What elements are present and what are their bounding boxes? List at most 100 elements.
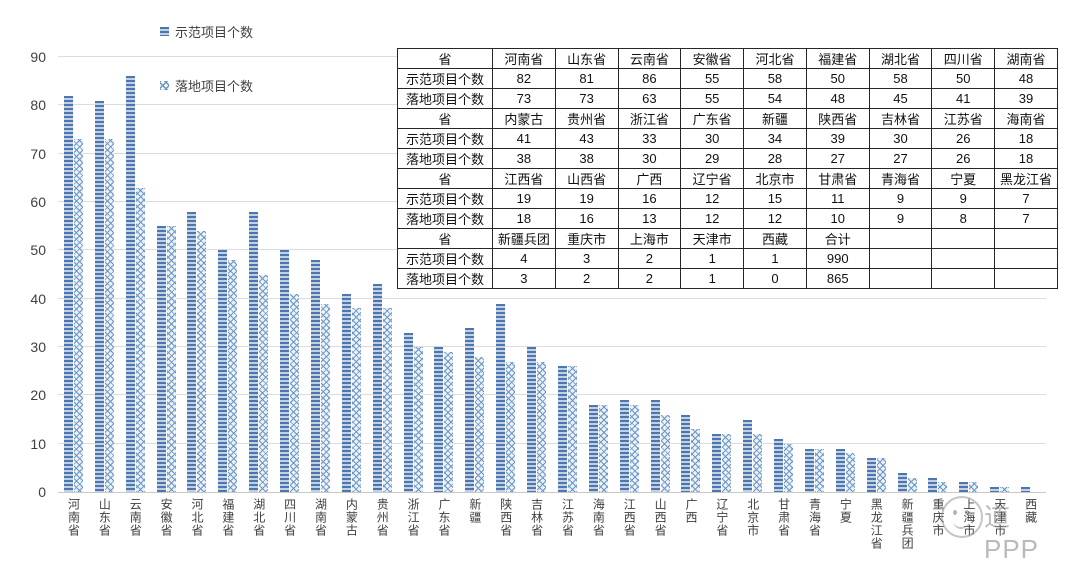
table-cell	[868, 228, 933, 249]
bar-demo-辽宁省	[712, 434, 722, 492]
bar-landed-黑龙江省	[876, 458, 886, 492]
x-tick-label: 江苏省	[560, 498, 575, 537]
table-cell	[868, 268, 933, 289]
x-tick-label: 福建省	[220, 498, 235, 537]
table-cell: 41	[492, 128, 556, 149]
gridline	[58, 297, 1046, 299]
table-cell: 43	[554, 128, 619, 149]
y-tick-label: 90	[30, 49, 46, 65]
y-tick-label: 40	[30, 290, 46, 307]
bar-landed-河南省	[73, 139, 83, 492]
table-cell: 18	[994, 128, 1058, 149]
landed-row: 落地项目个数 73 73 63 55 54 48 45 41 39	[397, 88, 1058, 109]
landed-row: 落地项目个数 38 38 30 29 28 27 27 26 18	[397, 148, 1058, 169]
row-header-cell: 省	[397, 108, 493, 129]
table-cell: 广西	[617, 168, 682, 189]
bar-demo-甘肃省	[774, 438, 784, 492]
table-cell: 内蒙古	[492, 108, 556, 129]
landed-row: 落地项目个数 18 16 13 12 12 10 9 8 7	[397, 208, 1058, 229]
y-tick-label: 30	[30, 339, 46, 355]
row-header-cell: 落地项目个数	[397, 148, 493, 169]
landed-series-marker-icon	[160, 81, 169, 90]
table-cell: 39	[994, 88, 1058, 109]
table-cell	[994, 248, 1058, 269]
province-row: 省河南省 山东省 云南省 安徽省 河北省 福建省 湖北省 四川省 湖南省	[397, 48, 1058, 69]
table-cell: 58	[743, 68, 807, 89]
table-cell: 宁夏	[931, 168, 996, 189]
bar-landed-浙江省	[413, 347, 423, 492]
table-cell: 新疆兵团	[492, 228, 556, 249]
bar-demo-云南省	[125, 76, 135, 492]
table-cell: 50	[805, 68, 870, 89]
bar-demo-福建省	[218, 250, 228, 492]
table-cell: 16	[554, 208, 619, 229]
bar-demo-四川省	[280, 250, 290, 492]
row-header-cell: 示范项目个数	[397, 68, 493, 89]
table-cell: 西藏	[743, 228, 807, 249]
table-cell: 12	[743, 208, 807, 229]
x-tick-label: 贵州省	[375, 498, 390, 537]
table-cell: 26	[931, 128, 996, 149]
y-tick-label: 60	[30, 194, 46, 210]
row-header-cell: 示范项目个数	[397, 188, 493, 209]
bar-landed-贵州省	[382, 308, 392, 492]
row-header-cell: 示范项目个数	[397, 128, 493, 149]
table-cell: 3	[554, 248, 619, 269]
bar-demo-重庆市	[928, 477, 938, 492]
y-tick-label: 50	[30, 242, 46, 259]
x-tick-label: 山东省	[97, 498, 112, 537]
table-cell: 30	[617, 148, 682, 169]
table-cell: 39	[805, 128, 870, 149]
table-cell: 合计	[805, 228, 870, 249]
x-tick-label: 西藏	[1023, 498, 1038, 524]
y-tick-label: 80	[30, 97, 46, 114]
table-cell: 33	[617, 128, 682, 149]
bar-landed-湖南省	[320, 303, 330, 492]
bar-landed-四川省	[290, 293, 300, 492]
bar-landed-广西	[691, 429, 701, 492]
bar-demo-河南省	[63, 95, 73, 492]
bar-demo-山东省	[94, 100, 104, 492]
table-cell: 63	[617, 88, 682, 109]
table-cell: 45	[868, 88, 933, 109]
row-header-cell: 落地项目个数	[397, 208, 493, 229]
x-tick-label: 河北省	[189, 498, 204, 537]
table-cell: 9	[868, 188, 933, 209]
bar-landed-山西省	[660, 414, 670, 492]
table-cell: 11	[805, 188, 870, 209]
y-tick-label: 0	[38, 484, 46, 500]
bar-landed-重庆市	[938, 482, 948, 492]
table-cell: 54	[743, 88, 807, 109]
bar-landed-内蒙古	[351, 308, 361, 492]
bar-demo-吉林省	[527, 347, 537, 492]
table-cell: 55	[680, 68, 745, 89]
table-cell	[931, 228, 996, 249]
table-cell: 吉林省	[868, 108, 933, 129]
table-cell: 18	[994, 148, 1058, 169]
y-tick-label: 70	[30, 145, 46, 162]
table-cell: 12	[680, 208, 745, 229]
table-cell: 13	[617, 208, 682, 229]
table-cell: 82	[492, 68, 556, 89]
x-tick-label: 广西	[683, 498, 698, 524]
x-tick-label: 江西省	[622, 498, 637, 537]
table-cell: 新疆	[743, 108, 807, 129]
table-cell	[994, 228, 1058, 249]
x-tick-label: 青海省	[807, 498, 822, 537]
table-cell: 19	[554, 188, 619, 209]
row-header-cell: 省	[397, 168, 493, 189]
table-cell: 81	[554, 68, 619, 89]
legend-label-demo: 示范项目个数	[175, 25, 254, 40]
table-cell: 河南省	[492, 48, 556, 69]
demo-row: 示范项目个数 41 43 33 30 34 39 30 26 18	[397, 128, 1058, 149]
table-cell: 30	[868, 128, 933, 149]
bar-landed-青海省	[814, 448, 824, 492]
table-cell: 广东省	[680, 108, 745, 129]
x-tick-label: 吉林省	[529, 498, 544, 537]
table-cell: 江苏省	[931, 108, 996, 129]
table-cell: 山东省	[554, 48, 619, 69]
bar-landed-北京市	[753, 434, 763, 492]
table-cell: 2	[617, 248, 682, 269]
y-tick-label: 10	[30, 435, 46, 452]
